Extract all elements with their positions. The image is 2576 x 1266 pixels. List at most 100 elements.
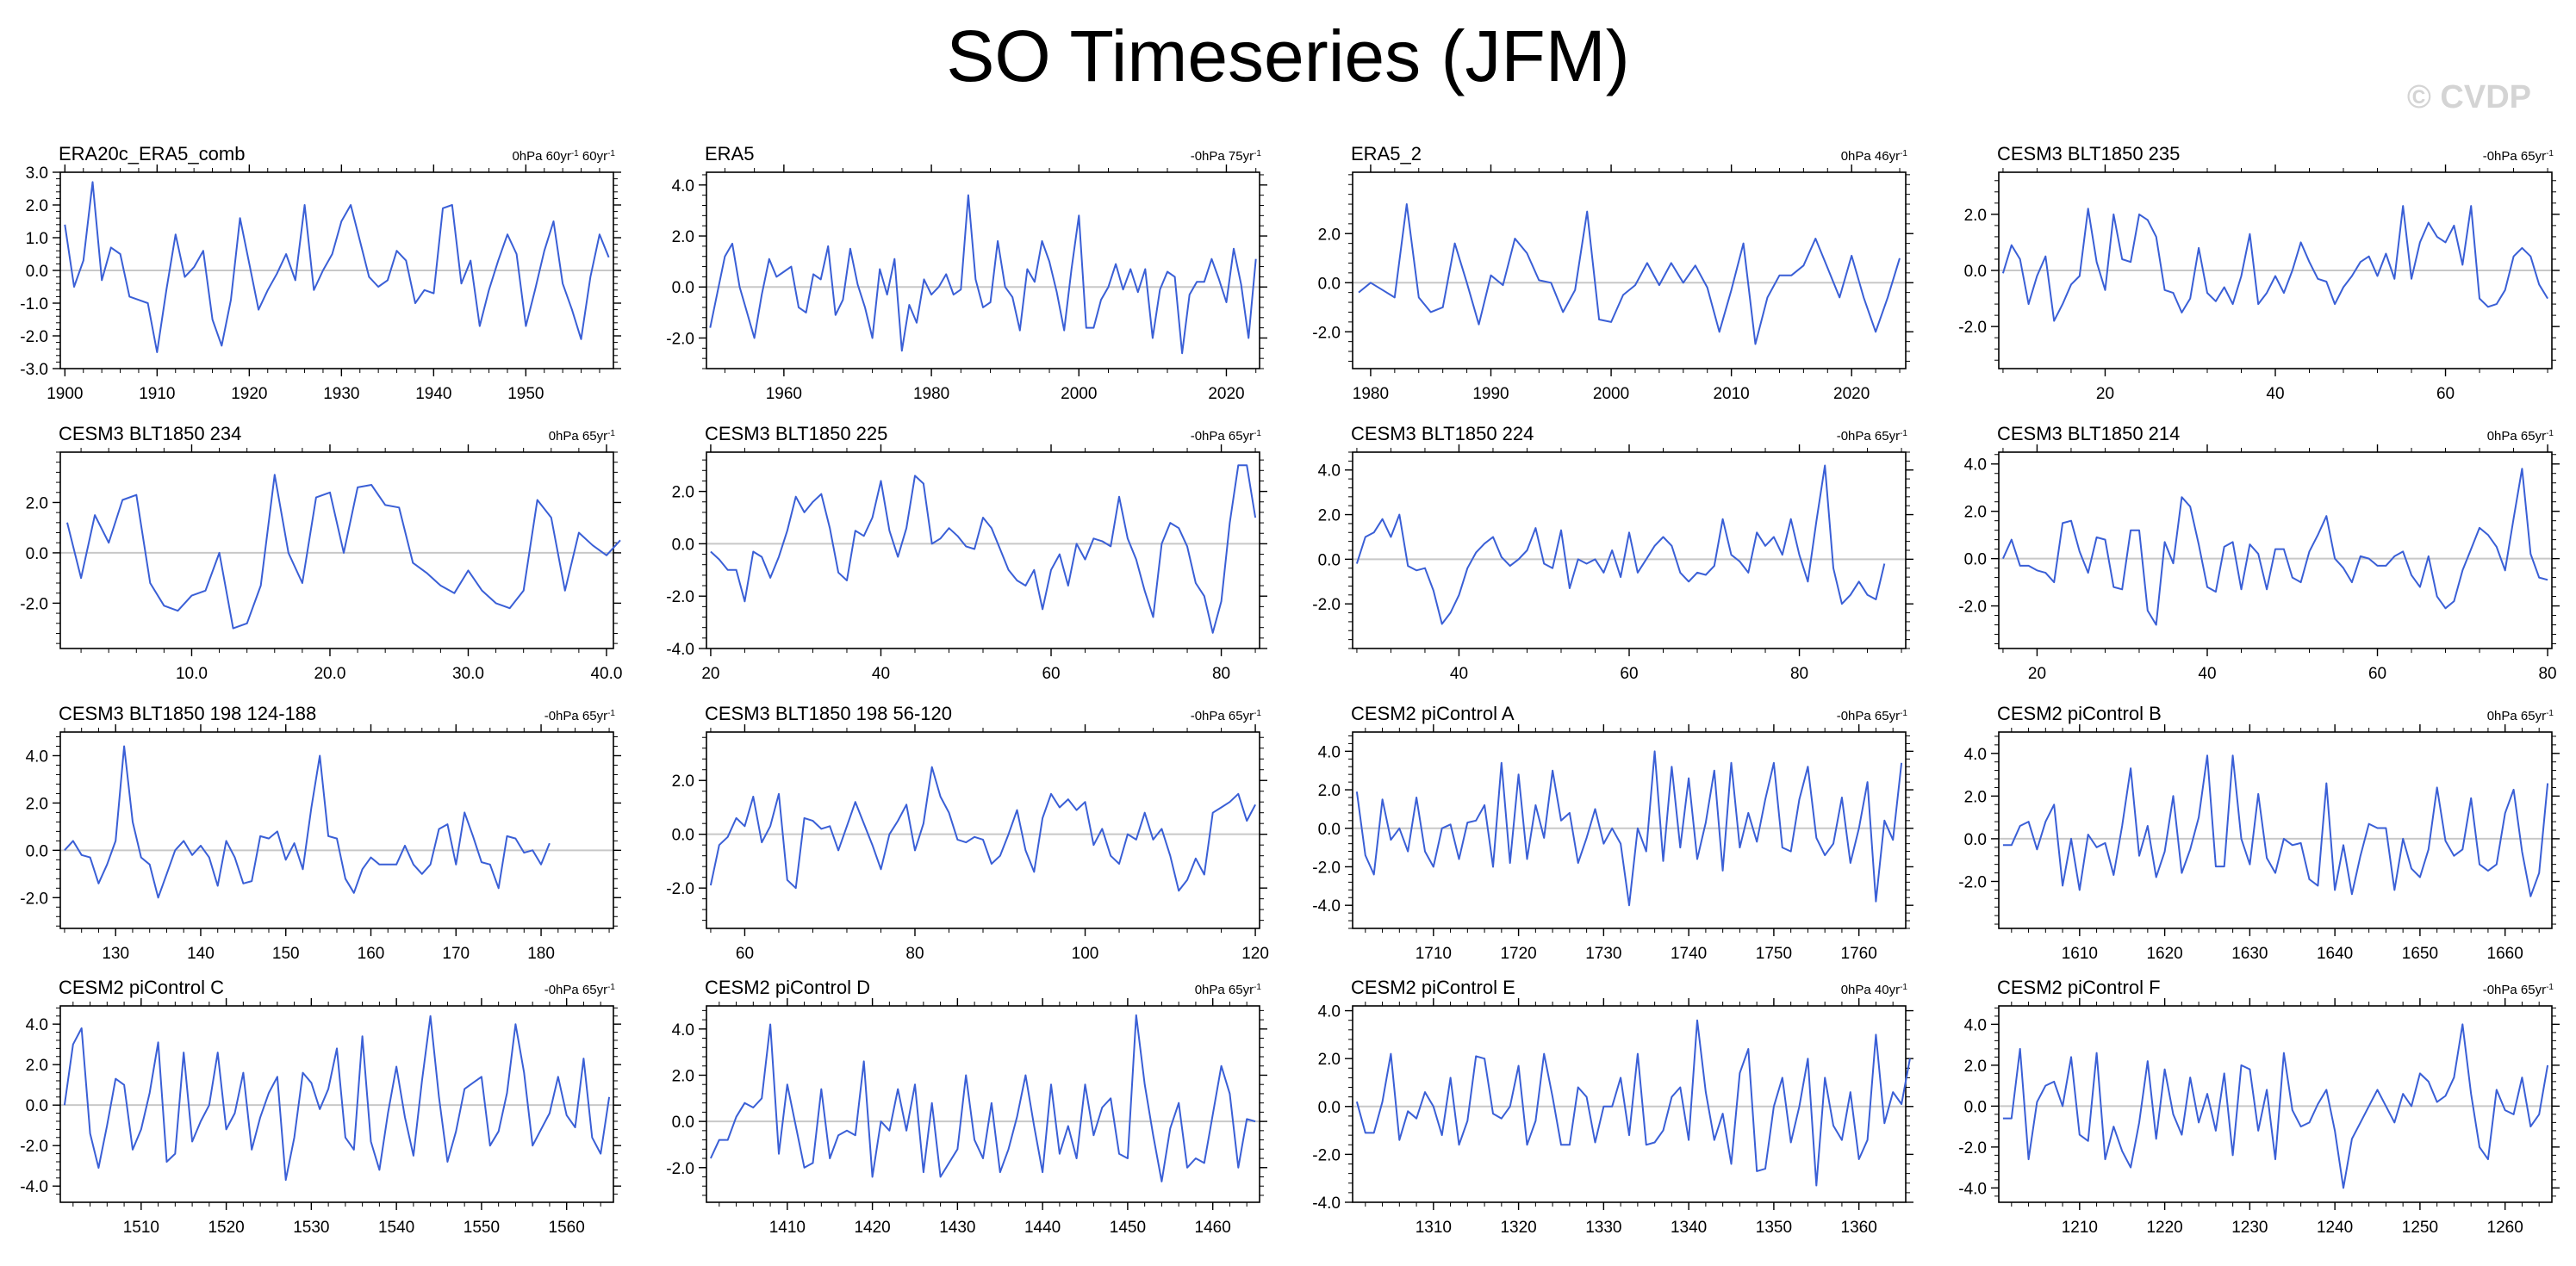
x-tick-label: 1950 (507, 385, 544, 403)
panel-16: CESM2 piControl F -0hPa 65yr-1 -4.0 -2.0 0.0… (1958, 977, 2560, 1237)
panel-title: CESM2 piControl E (1351, 977, 1515, 998)
panel-info: 0hPa 65yr-1 (549, 429, 616, 444)
y-tick-label: -2.0 (1312, 1146, 1341, 1164)
x-tick-label: 30.0 (452, 665, 484, 683)
x-tick-label: 1900 (47, 385, 83, 403)
plot-frame (1352, 171, 1907, 369)
x-tick-label: 1520 (208, 1219, 244, 1237)
y-tick-label: -4.0 (1958, 1180, 1987, 1198)
y-tick-label: 0.0 (672, 536, 694, 554)
y-tick-label: 1.0 (26, 230, 48, 248)
y-tick-label: 2.0 (1964, 788, 1987, 806)
series-line (1358, 203, 1901, 345)
panel-title: ERA5_2 (1351, 143, 1422, 164)
x-tick-label: 1240 (2317, 1219, 2353, 1237)
panel-14: CESM2 piControl D 0hPa 65yr-1 -2.0 0.0 2.0 4.… (666, 977, 1267, 1237)
panel-title: CESM3 BLT1850 198 56-120 (705, 703, 952, 724)
panel-info: -0hPa 65yr-1 (1191, 429, 1262, 444)
plot-frame (706, 171, 1260, 369)
plot-frame (706, 731, 1260, 929)
panel-1: ERA20c_ERA5_comb 0hPa 60yr-1 60yr-1 -3.0 -2… (20, 143, 621, 403)
series-line (66, 474, 621, 630)
x-tick-label: 1760 (1841, 945, 1877, 963)
x-tick-label: 1320 (1500, 1219, 1536, 1237)
panel-info: -0hPa 65yr-1 (2483, 149, 2554, 164)
page-title: SO Timeseries (JFM) (946, 16, 1630, 96)
panel-info: 0hPa 60yr-1 60yr-1 (512, 149, 615, 164)
y-tick-label: -2.0 (1958, 319, 1987, 337)
x-tick-label: 20 (2096, 385, 2114, 403)
x-tick-label: 1620 (2146, 945, 2182, 963)
x-tick-label: 120 (1241, 945, 1269, 963)
series-line (710, 464, 1257, 634)
panel-15: CESM2 piControl E 0hPa 40yr-1 -4.0 -2.0 0.0 2… (1312, 977, 1913, 1237)
x-tick-label: 1420 (854, 1219, 890, 1237)
panel-title: CESM3 BLT1850 214 (1997, 423, 2180, 444)
panel-info: 0hPa 40yr-1 (1841, 983, 1908, 998)
y-tick-label: 0.0 (672, 279, 694, 297)
panel-title: CESM2 piControl C (59, 977, 224, 998)
y-tick-label: -2.0 (666, 588, 694, 606)
panel-3: ERA5_2 0hPa 46yr-1 -2.0 0.0 2.0 1980 1990 2000 2… (1312, 143, 1913, 403)
plot-frame (1998, 731, 2553, 929)
y-tick-label: 4.0 (26, 748, 48, 766)
panel-info: -0hPa 65yr-1 (1191, 709, 1262, 724)
x-tick-label: 1230 (2231, 1219, 2268, 1237)
x-tick-label: 60 (1620, 665, 1638, 683)
y-tick-label: 0.0 (1964, 1098, 1987, 1116)
x-tick-label: 1430 (939, 1219, 975, 1237)
x-tick-label: 1930 (323, 385, 359, 403)
y-tick-label: -3.0 (20, 361, 48, 379)
x-tick-label: 160 (358, 945, 385, 963)
x-tick-label: 1920 (231, 385, 267, 403)
x-tick-label: 170 (442, 945, 470, 963)
series-line (2001, 468, 2548, 626)
y-tick-label: 4.0 (1964, 746, 1987, 764)
series-line (2001, 205, 2548, 322)
panel-title: CESM3 BLT1850 235 (1997, 143, 2180, 164)
y-tick-label: 0.0 (1964, 831, 1987, 849)
y-tick-label: 4.0 (1964, 1016, 1987, 1034)
y-tick-label: 4.0 (672, 177, 694, 195)
x-tick-label: 2010 (1713, 385, 1749, 403)
x-tick-label: 60 (736, 945, 754, 963)
panel-title: CESM2 piControl B (1997, 703, 2162, 724)
y-tick-label: 4.0 (1318, 1003, 1341, 1021)
plot-frame (1998, 1005, 2553, 1203)
series-line (64, 745, 551, 899)
x-tick-label: 80 (1212, 665, 1230, 683)
x-tick-label: 1530 (293, 1219, 329, 1237)
x-tick-label: 1990 (1472, 385, 1509, 403)
x-tick-label: 1740 (1671, 945, 1707, 963)
x-tick-label: 40 (1450, 665, 1468, 683)
y-tick-label: -4.0 (1312, 1195, 1341, 1213)
y-tick-label: 2.0 (672, 1067, 694, 1085)
panel-title: ERA5 (705, 143, 754, 164)
x-tick-label: 1250 (2402, 1219, 2438, 1237)
plot-frame (706, 1005, 1260, 1203)
x-tick-label: 1610 (2062, 945, 2098, 963)
x-tick-label: 1650 (2402, 945, 2438, 963)
panel-title: CESM3 BLT1850 225 (705, 423, 887, 444)
y-tick-label: 4.0 (1318, 743, 1341, 761)
y-tick-label: -2.0 (666, 330, 694, 348)
series-line (2002, 1023, 2549, 1189)
x-tick-label: 60 (1042, 665, 1060, 683)
y-tick-label: 0.0 (26, 545, 48, 563)
y-tick-label: -4.0 (666, 641, 694, 659)
x-tick-label: 40 (2266, 385, 2284, 403)
y-tick-label: 2.0 (1318, 507, 1341, 525)
y-tick-label: 0.0 (1318, 275, 1341, 293)
x-tick-label: 130 (102, 945, 129, 963)
panel-8: CESM3 BLT1850 214 0hPa 65yr-1 -2.0 0.0 2.0 4.… (1958, 423, 2560, 683)
panel-4: CESM3 BLT1850 235 -0hPa 65yr-1 -2.0 0.0 2.0 2… (1958, 143, 2560, 403)
x-tick-label: 1220 (2146, 1219, 2182, 1237)
y-tick-label: 0.0 (26, 263, 48, 281)
y-tick-label: -2.0 (1958, 599, 1987, 617)
x-tick-label: 80 (905, 945, 924, 963)
x-tick-label: 1460 (1195, 1219, 1231, 1237)
y-tick-label: 4.0 (672, 1021, 694, 1039)
x-tick-label: 150 (272, 945, 300, 963)
x-tick-label: 40.0 (590, 665, 622, 683)
series-line (63, 1015, 611, 1182)
